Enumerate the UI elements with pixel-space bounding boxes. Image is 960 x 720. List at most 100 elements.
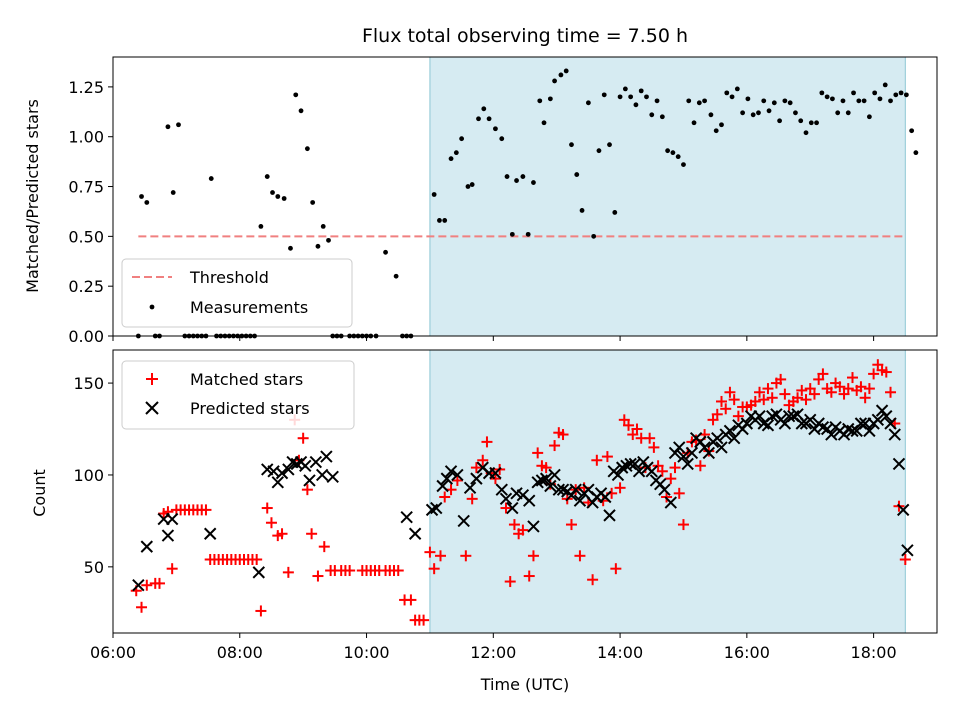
matched-star-point — [817, 368, 829, 380]
matched-star-point — [451, 474, 463, 486]
predicted-star-point — [711, 432, 724, 445]
matched-star-point — [251, 553, 263, 565]
measurement-point — [437, 218, 442, 223]
predicted-star-point — [740, 417, 754, 430]
matched-star-point — [517, 524, 529, 536]
measurement-point — [877, 96, 883, 102]
matched-star-point — [656, 465, 668, 477]
matched-star-point — [792, 392, 804, 404]
measurement-point — [840, 98, 846, 104]
predicted-star-point — [203, 527, 217, 540]
predicted-star-point — [430, 501, 443, 515]
matched-star-point — [301, 484, 313, 496]
measurement-point — [654, 98, 660, 104]
matched-star-point — [775, 373, 787, 385]
bottom-y-axis: 50 100 150 — [73, 374, 113, 577]
measurement-point — [696, 100, 702, 106]
measurement-point — [486, 116, 492, 122]
matched-star-point — [846, 372, 858, 384]
matched-star-point — [282, 566, 294, 578]
predicted-star-point — [470, 472, 483, 485]
predicted-star-point — [436, 479, 449, 493]
measurement-point — [777, 118, 782, 124]
predicted-star-point — [677, 450, 690, 463]
matched-star-point — [540, 462, 552, 474]
matched-star-point — [899, 553, 911, 565]
predicted-star-point — [495, 483, 508, 496]
measurement-point — [469, 182, 475, 187]
bottom-legend: Matched stars Predicted stars — [121, 360, 355, 430]
matched-star-point — [424, 546, 436, 558]
matched-star-point — [532, 447, 544, 459]
measurement-point — [659, 114, 665, 120]
top-legend: Threshold Measurements — [121, 258, 353, 328]
top-panel: Flux total observing time = 7.50 h 0.000… — [23, 25, 938, 346]
matched-star-point — [732, 410, 744, 422]
measurement-point — [558, 72, 564, 78]
matched-star-point — [804, 383, 816, 395]
legend-measurements-swatch — [149, 304, 155, 310]
matched-star-point — [825, 386, 837, 398]
predicted-star-point — [795, 417, 808, 430]
matched-star-point — [200, 504, 212, 516]
predicted-star-point — [282, 463, 295, 476]
predicted-star-point — [523, 494, 536, 507]
measurement-point — [830, 96, 835, 102]
matched-star-point — [813, 373, 825, 385]
measurement-point — [665, 148, 671, 154]
measurement-point — [771, 100, 777, 106]
matched-star-point — [276, 528, 288, 540]
measurement-point — [520, 174, 526, 179]
matched-star-point — [591, 454, 603, 466]
measurement-point — [320, 223, 326, 229]
measurement-point — [310, 200, 316, 205]
matched-star-point — [255, 605, 267, 617]
measurement-point — [719, 122, 724, 128]
predicted-star-point — [539, 472, 553, 485]
matched-star-point — [627, 429, 639, 441]
measurement-point — [493, 126, 498, 132]
predicted-star-point — [440, 472, 454, 485]
matched-star-point — [711, 408, 723, 420]
measurement-point — [851, 90, 856, 96]
measurement-point — [393, 273, 399, 279]
matched-star-point — [800, 394, 812, 406]
matched-star-point — [694, 460, 706, 472]
measurement-point — [649, 112, 655, 118]
measurement-point — [888, 98, 893, 104]
measurement-point — [835, 110, 841, 116]
measurement-point — [734, 86, 740, 92]
measurement-point — [782, 98, 788, 104]
predicted-star-point — [573, 494, 587, 507]
matched-star-point — [885, 386, 897, 398]
measurement-point — [499, 136, 505, 142]
predicted-star-point — [400, 511, 413, 524]
predicted-star-point — [499, 492, 513, 506]
matched-star-point — [618, 414, 630, 426]
matched-star-point — [418, 614, 430, 626]
measurement-point — [459, 136, 465, 142]
matched-star-point — [623, 419, 635, 431]
matched-star-point — [842, 383, 854, 395]
measurement-point — [814, 120, 819, 126]
measurement-point — [713, 128, 719, 134]
x-tick-label: 10:00 — [343, 643, 389, 662]
predicted-star-point — [603, 509, 616, 522]
matched-star-point — [261, 502, 273, 514]
measurement-point — [563, 68, 569, 74]
matched-star-point — [460, 550, 472, 562]
matched-star-point — [508, 519, 520, 531]
measurement-point — [442, 218, 448, 223]
matched-star-point — [762, 383, 774, 395]
matched-star-point — [405, 594, 417, 606]
matched-star-point — [728, 394, 740, 406]
y-tick-label: 150 — [73, 374, 104, 393]
predicted-star-point — [888, 428, 901, 441]
x-tick-label: 14:00 — [597, 643, 643, 662]
y-tick-label: 0.50 — [68, 227, 104, 246]
matched-star-point — [796, 384, 808, 396]
predicted-star-point — [451, 468, 464, 482]
measurement-point — [208, 176, 214, 181]
predicted-star-point — [326, 470, 339, 484]
measurement-point — [729, 94, 735, 100]
